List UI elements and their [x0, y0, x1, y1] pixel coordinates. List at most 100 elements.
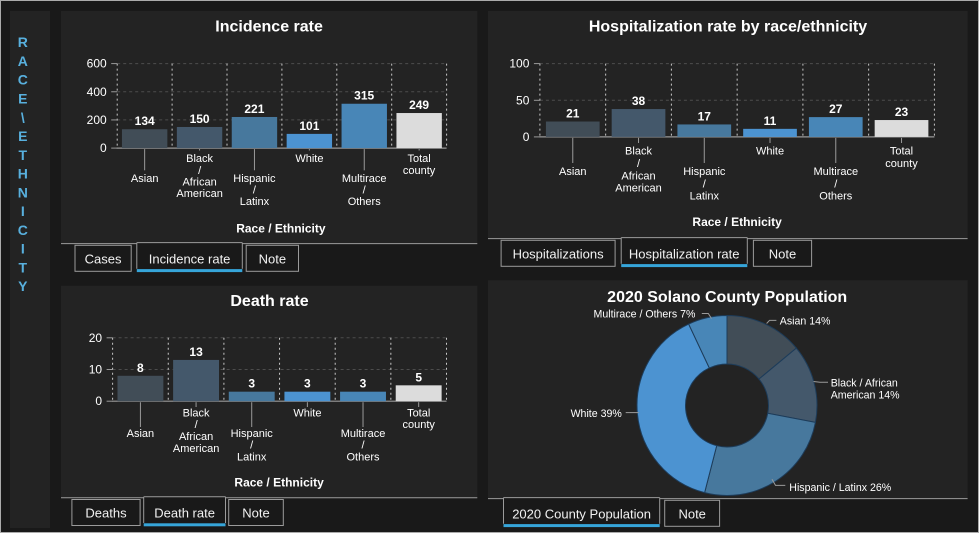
svg-text:/: /: [198, 165, 202, 177]
svg-text:20: 20: [89, 331, 103, 345]
svg-text:3: 3: [248, 377, 255, 391]
svg-text:T: T: [19, 147, 28, 163]
svg-text:200: 200: [87, 113, 107, 127]
svg-text:Hispanic: Hispanic: [683, 166, 726, 178]
svg-text:White: White: [293, 407, 321, 419]
svg-text:13: 13: [189, 345, 203, 359]
svg-text:Cases: Cases: [85, 252, 122, 267]
svg-text:Hospitalization rate by race/e: Hospitalization rate by race/ethnicity: [589, 19, 867, 36]
svg-text:Race / Ethnicity: Race / Ethnicity: [236, 222, 326, 236]
svg-text:Note: Note: [678, 507, 705, 522]
svg-text:Total: Total: [890, 146, 913, 158]
svg-text:E: E: [18, 128, 27, 144]
svg-text:Black: Black: [183, 407, 210, 419]
svg-text:Total: Total: [407, 407, 430, 419]
svg-text:Latinx: Latinx: [237, 451, 267, 463]
svg-text:Latinx: Latinx: [240, 196, 270, 208]
svg-text:C: C: [18, 222, 28, 238]
svg-text:38: 38: [632, 94, 646, 108]
svg-text:101: 101: [299, 119, 319, 133]
svg-text:/: /: [363, 185, 367, 197]
svg-text:A: A: [18, 53, 28, 69]
svg-text:11: 11: [764, 114, 777, 128]
svg-text:Asian: Asian: [127, 428, 155, 440]
svg-text:Asian 14%: Asian 14%: [780, 316, 831, 328]
svg-text:Others: Others: [346, 451, 380, 463]
svg-text:county: county: [402, 419, 435, 431]
svg-text:Incidence rate: Incidence rate: [215, 19, 323, 36]
svg-text:/: /: [361, 440, 365, 452]
svg-text:249: 249: [409, 98, 429, 112]
svg-text:H: H: [18, 166, 28, 182]
svg-text:/: /: [195, 419, 199, 431]
svg-text:Black / African: Black / African: [831, 377, 898, 389]
svg-text:134: 134: [135, 114, 155, 128]
svg-text:5: 5: [415, 370, 422, 384]
svg-text:100: 100: [509, 57, 529, 71]
svg-text:Others: Others: [348, 196, 382, 208]
svg-text:50: 50: [516, 93, 530, 107]
svg-text:Black: Black: [625, 146, 652, 158]
svg-text:315: 315: [354, 89, 374, 103]
svg-text:I: I: [21, 203, 25, 219]
svg-text:/: /: [253, 185, 257, 197]
svg-text:Hispanic: Hispanic: [231, 428, 274, 440]
svg-text:American: American: [173, 443, 219, 455]
svg-text:Hospitalizations: Hospitalizations: [513, 247, 605, 262]
svg-text:Latinx: Latinx: [690, 191, 720, 203]
svg-text:Hispanic: Hispanic: [233, 173, 276, 185]
svg-text:Death rate: Death rate: [230, 293, 308, 310]
svg-text:23: 23: [895, 105, 909, 119]
svg-text:221: 221: [244, 102, 264, 116]
svg-text:Multirace / Others 7%: Multirace / Others 7%: [594, 309, 696, 321]
svg-text:Deaths: Deaths: [85, 506, 127, 521]
svg-text:White 39%: White 39%: [571, 408, 623, 420]
svg-text:Others: Others: [819, 191, 853, 203]
svg-text:400: 400: [87, 85, 107, 99]
svg-text:3: 3: [360, 377, 367, 391]
svg-text:Hispanic / Latinx 26%: Hispanic / Latinx 26%: [789, 482, 891, 494]
svg-text:0: 0: [95, 394, 102, 408]
svg-text:White: White: [295, 153, 323, 165]
svg-text:African: African: [621, 170, 655, 182]
svg-text:Incidence rate: Incidence rate: [149, 252, 231, 267]
svg-text:R: R: [18, 34, 28, 50]
svg-text:600: 600: [87, 57, 107, 71]
svg-text:Hospitalization rate: Hospitalization rate: [629, 247, 740, 262]
svg-text:8: 8: [137, 361, 144, 375]
svg-text:150: 150: [190, 112, 210, 126]
svg-text:county: county: [885, 158, 918, 170]
svg-text:Note: Note: [259, 252, 286, 267]
svg-text:2020 Solano County Population: 2020 Solano County Population: [607, 289, 847, 306]
svg-text:/: /: [637, 158, 641, 170]
svg-text:/: /: [703, 178, 707, 190]
svg-text:White: White: [756, 146, 784, 158]
svg-text:10: 10: [89, 363, 103, 377]
svg-text:21: 21: [566, 107, 580, 121]
svg-text:American 14%: American 14%: [831, 389, 900, 401]
svg-text:Multirace: Multirace: [813, 166, 858, 178]
svg-text:N: N: [18, 184, 28, 200]
svg-text:American: American: [615, 183, 661, 195]
svg-text:county: county: [403, 165, 436, 177]
svg-text:Black: Black: [186, 153, 213, 165]
svg-text:African: African: [179, 431, 213, 443]
svg-text:T: T: [19, 259, 28, 275]
svg-text:Death rate: Death rate: [154, 506, 215, 521]
svg-text:\: \: [21, 109, 25, 125]
svg-text:Asian: Asian: [131, 173, 159, 185]
svg-text:I: I: [21, 241, 25, 257]
svg-text:17: 17: [698, 109, 712, 123]
svg-text:Asian: Asian: [559, 166, 587, 178]
svg-text:/: /: [834, 178, 838, 190]
svg-text:E: E: [18, 91, 27, 107]
svg-text:Multirace: Multirace: [342, 173, 387, 185]
svg-text:Race / Ethnicity: Race / Ethnicity: [692, 215, 782, 229]
svg-text:Note: Note: [769, 247, 796, 262]
svg-text:Multirace: Multirace: [341, 428, 386, 440]
svg-text:African: African: [182, 176, 216, 188]
svg-text:Y: Y: [18, 278, 28, 294]
svg-text:Total: Total: [407, 153, 430, 165]
svg-text:0: 0: [523, 130, 530, 144]
svg-text:0: 0: [100, 141, 107, 155]
